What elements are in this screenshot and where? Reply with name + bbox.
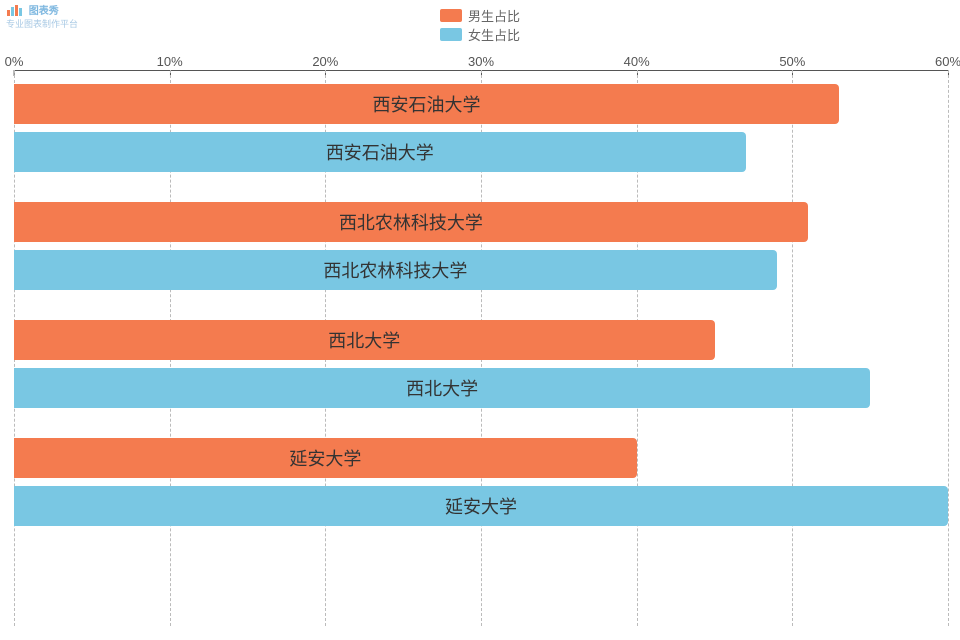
bar: 延安大学	[14, 486, 948, 526]
x-tick: 40%	[624, 54, 650, 69]
bar-label: 西安石油大学	[373, 91, 481, 117]
gridline	[948, 70, 949, 626]
bar-label: 西北农林科技大学	[339, 209, 483, 235]
bar-group: 西北农林科技大学西北农林科技大学	[14, 202, 948, 290]
bar-label: 西北大学	[406, 375, 478, 401]
bar-group: 西北大学西北大学	[14, 320, 948, 408]
bars-layer: 西安石油大学西安石油大学西北农林科技大学西北农林科技大学西北大学西北大学延安大学…	[14, 84, 948, 626]
legend-swatch-male	[440, 9, 462, 22]
x-tick: 10%	[157, 54, 183, 69]
legend-label-female: 女生占比	[468, 25, 520, 44]
bar-label: 延安大学	[289, 445, 361, 471]
chart-area: 0%10%20%30%40%50%60% 西安石油大学西安石油大学西北农林科技大…	[14, 54, 948, 626]
x-tick: 50%	[779, 54, 805, 69]
bar: 西北农林科技大学	[14, 250, 777, 290]
bar-label: 西北农林科技大学	[323, 257, 467, 283]
bar: 西安石油大学	[14, 132, 746, 172]
legend-swatch-female	[440, 28, 462, 41]
bar-group: 西安石油大学西安石油大学	[14, 84, 948, 172]
bar-group: 延安大学延安大学	[14, 438, 948, 526]
bar: 西安石油大学	[14, 84, 839, 124]
x-tick: 20%	[312, 54, 338, 69]
legend: 男生占比 女生占比	[0, 6, 960, 44]
x-tick: 30%	[468, 54, 494, 69]
bar: 延安大学	[14, 438, 637, 478]
legend-label-male: 男生占比	[468, 6, 520, 25]
bar-label: 延安大学	[445, 493, 517, 519]
legend-item-male: 男生占比	[440, 6, 520, 25]
x-tick: 60%	[935, 54, 960, 69]
bar: 西北农林科技大学	[14, 202, 808, 242]
bar-label: 西北大学	[328, 327, 400, 353]
x-tick: 0%	[5, 54, 24, 69]
bar: 西北大学	[14, 368, 870, 408]
bar-label: 西安石油大学	[326, 139, 434, 165]
bar: 西北大学	[14, 320, 715, 360]
legend-item-female: 女生占比	[440, 25, 520, 44]
